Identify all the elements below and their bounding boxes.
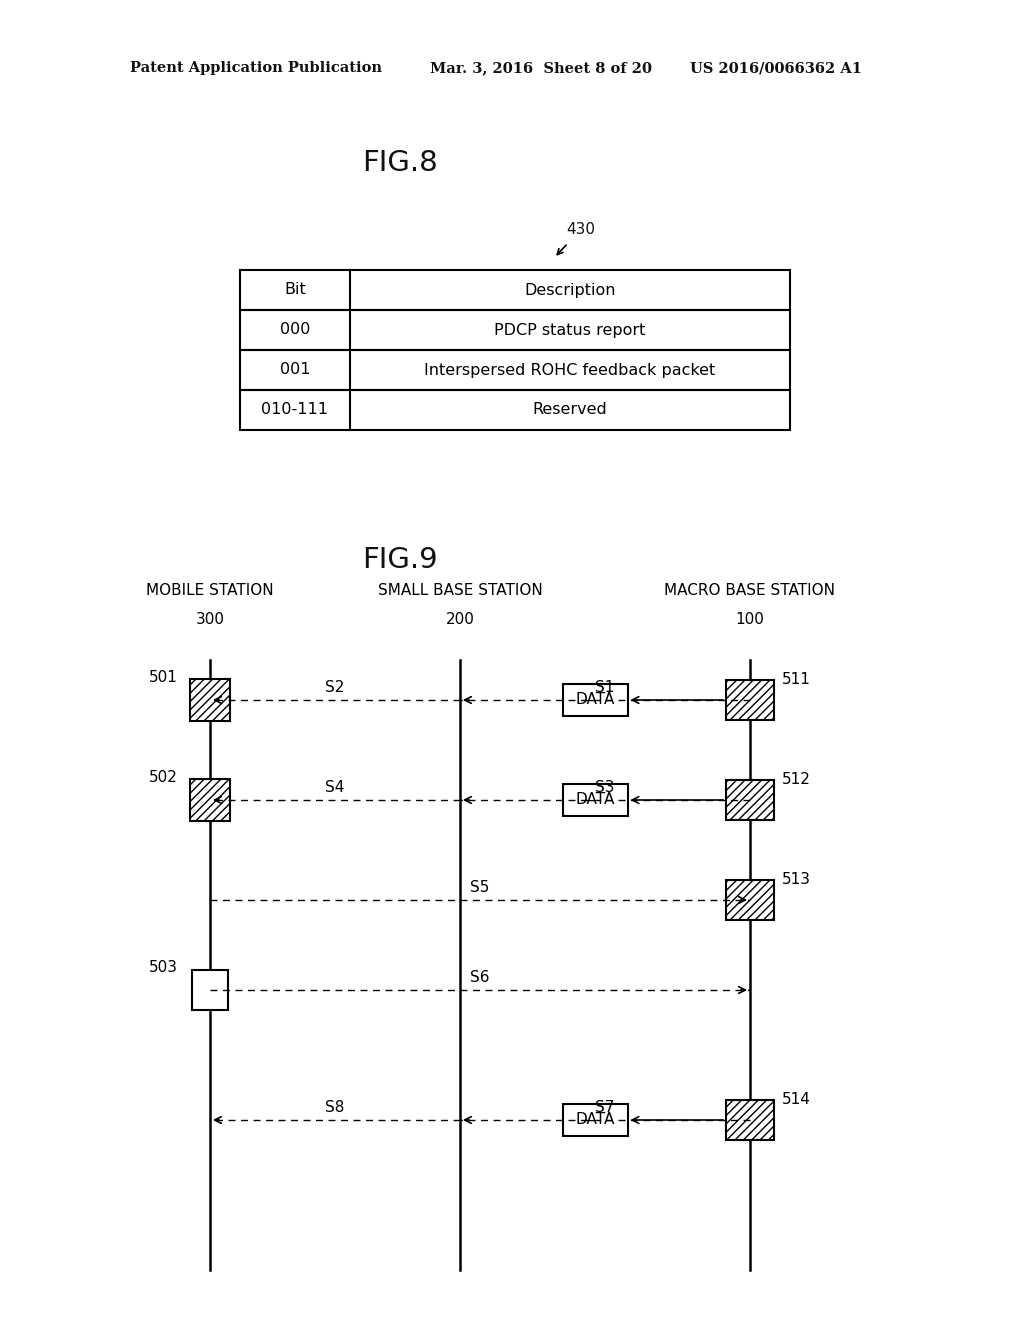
Text: S6: S6 <box>470 969 489 985</box>
Bar <box>190 678 230 721</box>
Bar <box>240 350 790 389</box>
Bar <box>726 680 774 719</box>
Bar <box>562 684 628 715</box>
Text: S4: S4 <box>326 780 345 795</box>
Text: 300: 300 <box>196 612 224 627</box>
Bar <box>240 310 790 350</box>
Text: 000: 000 <box>280 322 310 338</box>
Text: FIG.9: FIG.9 <box>362 546 438 574</box>
Text: 001: 001 <box>280 363 310 378</box>
Text: S8: S8 <box>326 1100 345 1114</box>
Text: Reserved: Reserved <box>532 403 607 417</box>
Text: DATA: DATA <box>575 1113 614 1127</box>
Text: S5: S5 <box>470 879 489 895</box>
Bar <box>726 780 774 820</box>
Bar <box>726 1100 774 1140</box>
Text: 100: 100 <box>735 612 765 627</box>
Text: 501: 501 <box>150 671 178 685</box>
Text: 514: 514 <box>782 1093 811 1107</box>
Text: FIG.8: FIG.8 <box>362 149 438 177</box>
Text: S1: S1 <box>595 680 614 694</box>
Text: 010-111: 010-111 <box>261 403 329 417</box>
Text: Bit: Bit <box>284 282 306 297</box>
Text: S3: S3 <box>595 780 614 795</box>
Bar <box>240 271 790 310</box>
Text: MACRO BASE STATION: MACRO BASE STATION <box>665 583 836 598</box>
Text: 430: 430 <box>566 223 595 238</box>
Text: Patent Application Publication: Patent Application Publication <box>130 61 382 75</box>
Text: 513: 513 <box>782 873 811 887</box>
Text: 200: 200 <box>445 612 474 627</box>
Bar <box>562 1104 628 1137</box>
Text: DATA: DATA <box>575 792 614 808</box>
Text: 512: 512 <box>782 772 811 788</box>
Text: MOBILE STATION: MOBILE STATION <box>146 583 273 598</box>
Bar <box>240 389 790 430</box>
Text: 511: 511 <box>782 672 811 688</box>
Text: Description: Description <box>524 282 615 297</box>
Text: S2: S2 <box>326 680 345 694</box>
Text: S7: S7 <box>595 1100 614 1114</box>
Bar <box>726 880 774 920</box>
Text: 503: 503 <box>150 961 178 975</box>
Text: Mar. 3, 2016  Sheet 8 of 20: Mar. 3, 2016 Sheet 8 of 20 <box>430 61 652 75</box>
Text: PDCP status report: PDCP status report <box>495 322 646 338</box>
Text: US 2016/0066362 A1: US 2016/0066362 A1 <box>690 61 862 75</box>
Bar <box>193 970 228 1010</box>
Text: 502: 502 <box>150 771 178 785</box>
Text: SMALL BASE STATION: SMALL BASE STATION <box>378 583 543 598</box>
Text: DATA: DATA <box>575 693 614 708</box>
Text: Interspersed ROHC feedback packet: Interspersed ROHC feedback packet <box>424 363 716 378</box>
Bar <box>562 784 628 816</box>
Bar <box>190 779 230 821</box>
